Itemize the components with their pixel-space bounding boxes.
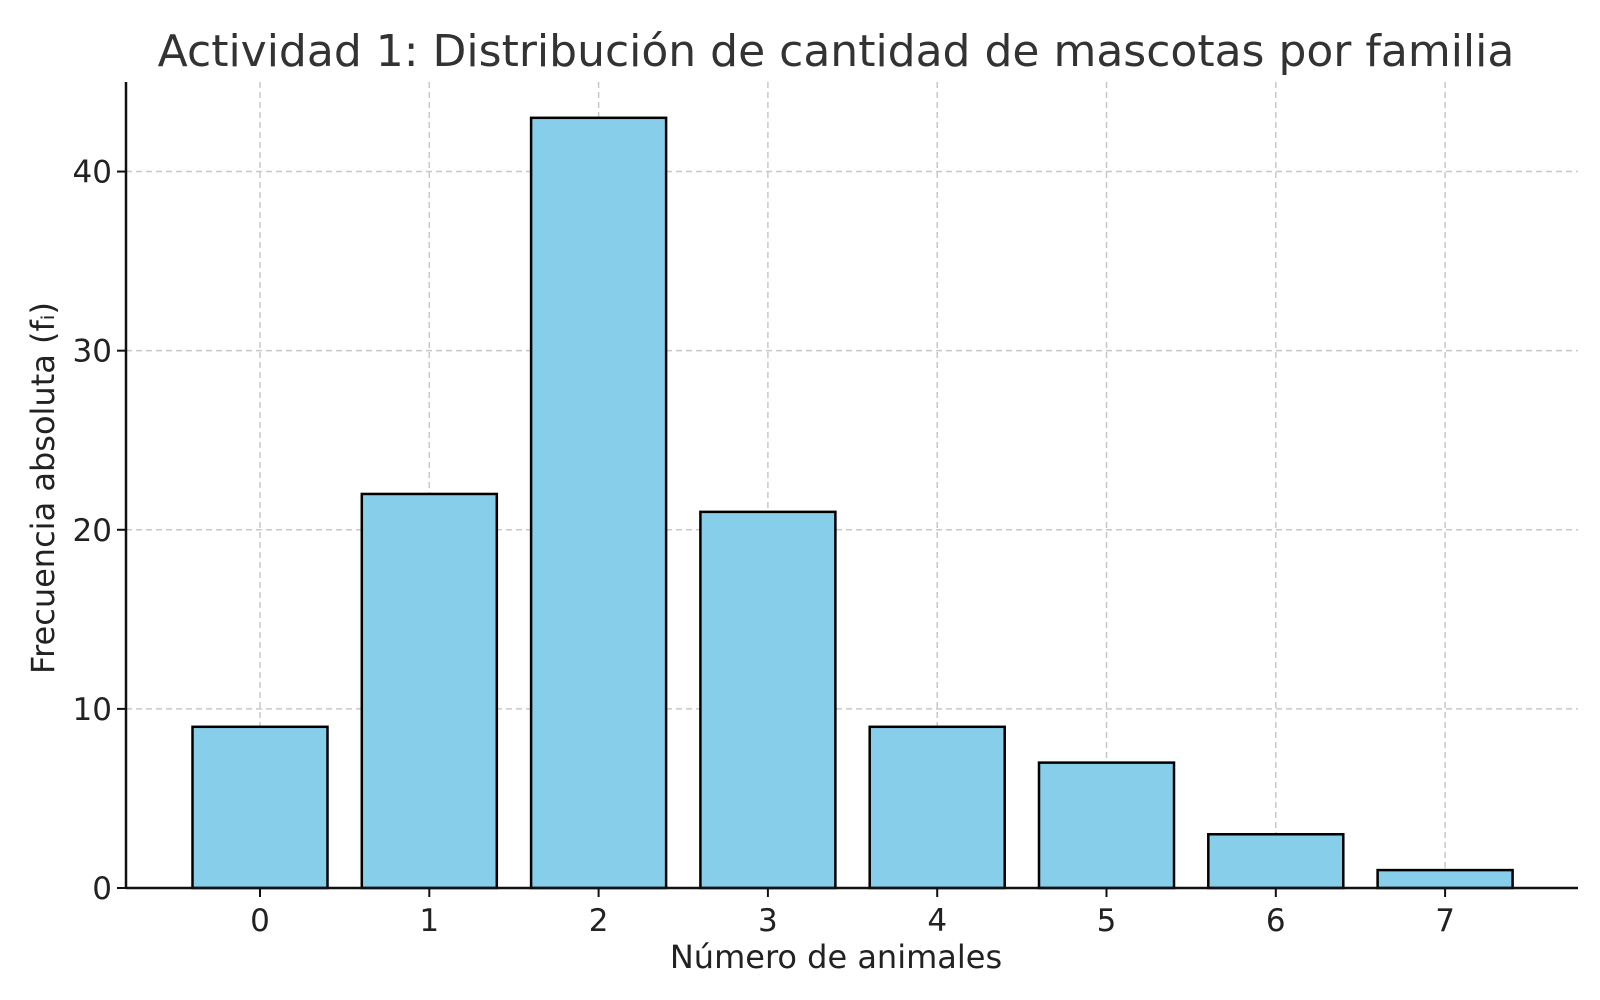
x-tick-label: 7 (1435, 903, 1455, 939)
bar-7 (1376, 868, 1514, 890)
x-tick-label: 0 (250, 903, 270, 939)
axis-layer (124, 82, 1578, 890)
x-tick-label: 4 (927, 903, 947, 939)
y-tick-label: 30 (73, 334, 112, 370)
x-tick-label: 6 (1266, 903, 1286, 939)
bar-2 (529, 116, 668, 890)
y-tick-label: 0 (92, 871, 112, 907)
x-tick-label: 1 (419, 903, 439, 939)
x-tick-label: 5 (1097, 903, 1117, 939)
bar-5 (1037, 761, 1176, 890)
grid-layer (126, 82, 1578, 888)
chart-title: Actividad 1: Distribución de cantidad de… (158, 26, 1515, 77)
y-tick-label: 10 (73, 692, 112, 728)
x-tick-label: 2 (589, 903, 609, 939)
x-tick-label: 3 (758, 903, 778, 939)
bar-6 (1207, 833, 1345, 890)
bar-1 (360, 492, 499, 890)
tick-layer: 0 10 20 30 40 0 1 2 3 4 5 6 7 (73, 155, 1455, 939)
bar-layer (191, 116, 1514, 890)
y-tick-label: 40 (73, 155, 112, 191)
bar-0 (191, 725, 329, 890)
bar-3 (699, 510, 837, 890)
x-axis-title: Número de animales (670, 938, 1002, 976)
y-tick-label: 20 (73, 513, 112, 549)
bar-4 (868, 725, 1006, 890)
y-axis-title: Frecuencia absoluta (fᵢ) (24, 302, 62, 674)
